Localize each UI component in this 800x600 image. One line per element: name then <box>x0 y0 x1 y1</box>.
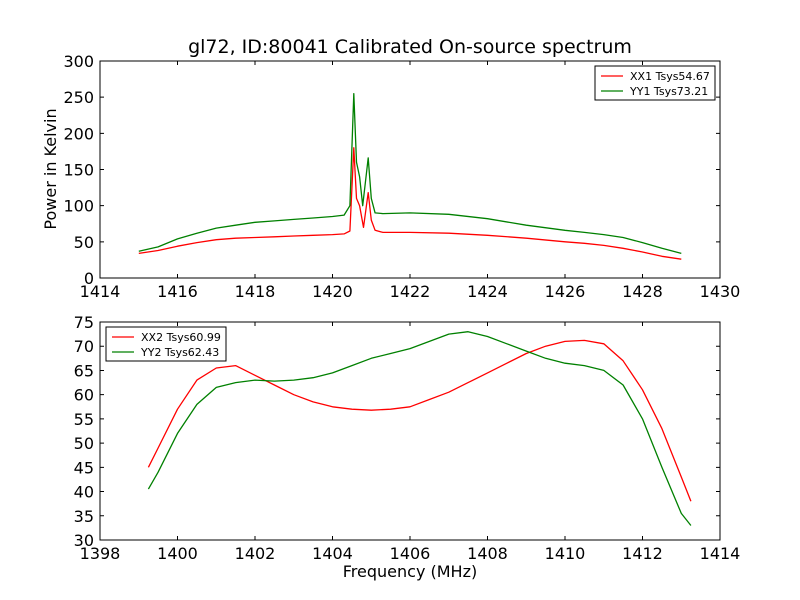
chart1-x-tick-label: 1406 <box>390 544 431 563</box>
chart0-legend <box>594 65 716 101</box>
chart0-x-tick-label: 1430 <box>700 282 741 301</box>
chart0-y-tick-label: 150 <box>63 161 94 180</box>
chart1-y-tick-label: 30 <box>74 531 94 550</box>
chart0-series-line-1 <box>138 92 682 255</box>
chart1-y-tick-label: 65 <box>74 361 94 380</box>
chart1-x-tick-label: 1400 <box>157 544 198 563</box>
chart1-x-tick-label: 1412 <box>622 544 663 563</box>
chart0-y-tick-label: 100 <box>63 197 94 216</box>
chart1-x-tick-label: 1408 <box>467 544 508 563</box>
chart1-x-tick-label: 1414 <box>700 544 741 563</box>
chart1-legend-label: YY2 Tsys62.43 <box>140 346 219 359</box>
chart0-x-tick-label: 1418 <box>235 282 276 301</box>
chart1-y-tick-label: 50 <box>74 434 94 453</box>
chart0-y-tick-label: 250 <box>63 88 94 107</box>
top-chart-title: gl72, ID:80041 Calibrated On-source spec… <box>188 36 632 58</box>
chart0-x-tick-label: 1414 <box>80 282 121 301</box>
chart0-y-tick-label: 200 <box>63 124 94 143</box>
chart1-x-tick-label: 1404 <box>312 544 353 563</box>
chart1-y-tick-label: 45 <box>74 458 94 477</box>
chart0-x-tick-label: 1428 <box>622 282 663 301</box>
chart1-x-tick-label: 1402 <box>235 544 276 563</box>
chart0-x-tick-label: 1420 <box>312 282 353 301</box>
chart1-y-tick-label: 70 <box>74 337 94 356</box>
chart1-legend <box>105 326 227 362</box>
chart1-legend-label: XX2 Tsys60.99 <box>141 331 221 344</box>
top-chart-ylabel: Power in Kelvin <box>41 108 60 229</box>
chart0-y-tick-label: 300 <box>63 52 94 71</box>
bottom-chart-plot-area: 1398 1400 1402 1404 1406 1408 1410 1412 1414 30 35… <box>74 313 741 563</box>
chart1-x-tick-label: 1398 <box>80 544 121 563</box>
chart1-y-tick-label: 60 <box>74 386 94 405</box>
chart0-x-tick-label: 1416 <box>157 282 198 301</box>
chart1-series-line-0 <box>147 339 692 502</box>
chart1-y-tick-label: 35 <box>74 507 94 526</box>
chart0-x-tick-label: 1426 <box>545 282 586 301</box>
chart1-y-tick-label: 75 <box>74 313 94 332</box>
bottom-chart-xlabel: Frequency (MHz) <box>343 562 477 581</box>
chart1-y-tick-label: 40 <box>74 483 94 502</box>
chart0-legend-label: YY1 Tsys73.21 <box>629 85 708 98</box>
chart1-y-tick-label: 55 <box>74 410 94 429</box>
chart0-y-tick-label: 0 <box>84 269 94 288</box>
chart0-x-tick-label: 1424 <box>467 282 508 301</box>
chart1-x-tick-label: 1410 <box>545 544 586 563</box>
chart0-y-tick-label: 50 <box>74 233 94 252</box>
chart1-series-line-1 <box>147 331 692 526</box>
chart0-legend-label: XX1 Tsys54.67 <box>630 70 710 83</box>
top-chart-plot-area: 1414 1416 1418 1420 1422 1424 1426 1428 1430 0 50 1… <box>63 52 740 301</box>
chart0-x-tick-label: 1422 <box>390 282 431 301</box>
chart0-series-line-0 <box>138 147 682 260</box>
